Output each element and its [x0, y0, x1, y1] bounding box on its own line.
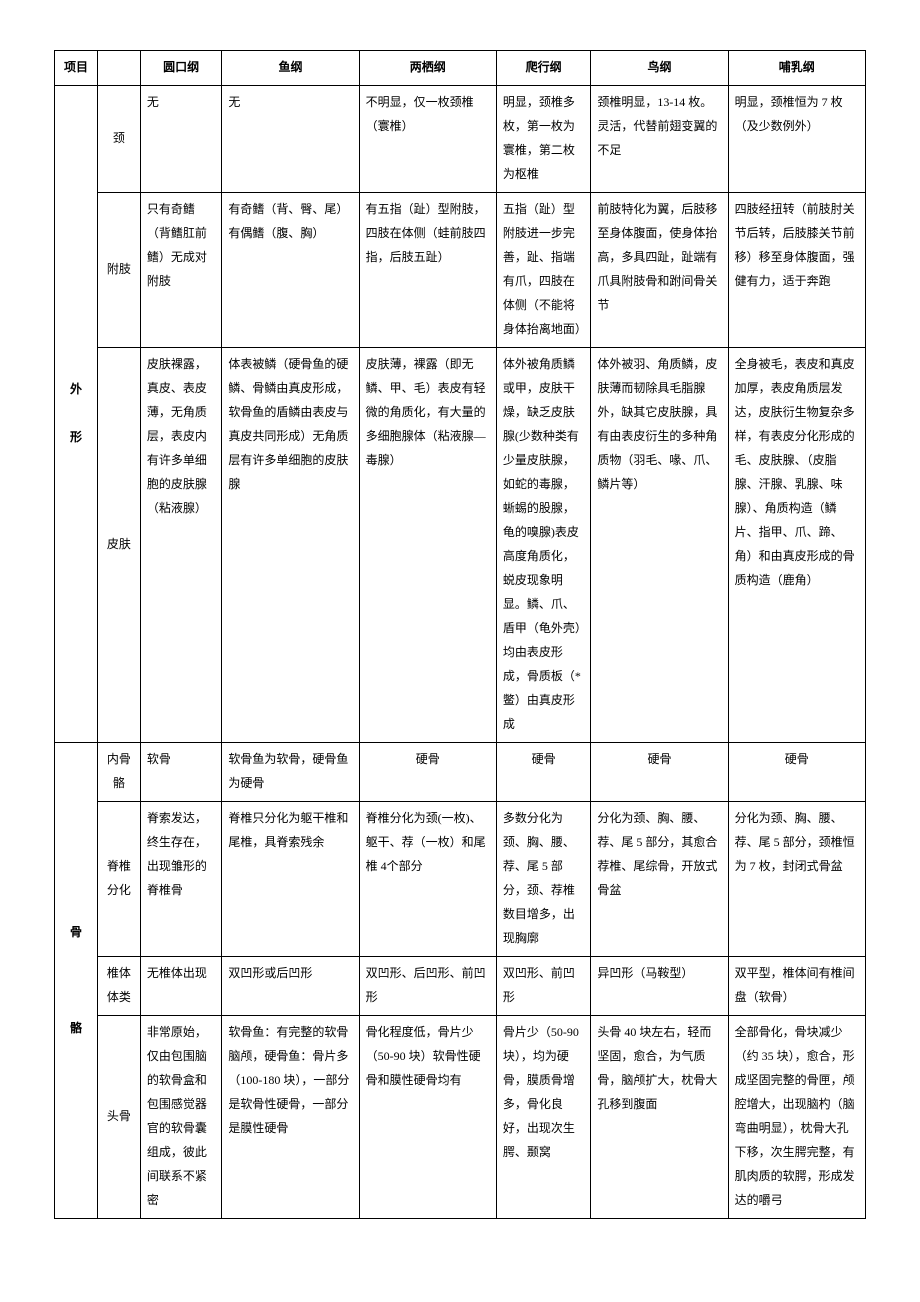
cell-r4-c2: 脊椎分化为颈(一枚)、躯干、荐（一枚）和尾椎 4个部分: [359, 802, 496, 957]
cell-r3-c1: 软骨鱼为软骨，硬骨鱼为硬骨: [222, 743, 359, 802]
cell-r6-c4: 头骨 40 块左右，轻而坚固，愈合，为气质骨，脑颅扩大，枕骨大孔移到腹面: [591, 1016, 728, 1219]
cell-r4-c1: 脊椎只分化为躯干椎和尾椎，具脊索残余: [222, 802, 359, 957]
cell-r5-c2: 双凹形、后凹形、前凹形: [359, 957, 496, 1016]
cell-r3-c4: 硬骨: [591, 743, 728, 802]
sub-3: 内骨骼: [97, 743, 140, 802]
header-col-2: 两栖纲: [359, 51, 496, 86]
cell-r0-c2: 不明显，仅一枚颈椎（寰椎）: [359, 86, 496, 193]
comparison-table: 项目圆口纲鱼纲两栖纲爬行纲鸟纲哺乳纲外形颈无无不明显，仅一枚颈椎（寰椎）明显，颈…: [54, 50, 866, 1219]
cell-r1-c2: 有五指（趾）型附肢，四肢在体侧（蛙前肢四指，后肢五趾）: [359, 193, 496, 348]
cell-r0-c0: 无: [140, 86, 222, 193]
cell-r0-c4: 颈椎明显，13-14 枚。灵活，代替前翅变翼的不足: [591, 86, 728, 193]
cell-r2-c2: 皮肤薄，裸露（即无鳞、甲、毛）表皮有轻微的角质化，有大量的多细胞腺体（粘液腺—毒…: [359, 348, 496, 743]
cell-r6-c5: 全部骨化，骨块减少（约 35 块），愈合，形成坚固完整的骨匣，颅腔增大，出现脑杓…: [728, 1016, 865, 1219]
cell-r0-c3: 明显，颈椎多枚，第一枚为寰椎，第二枚为枢椎: [496, 86, 590, 193]
cell-r5-c5: 双平型，椎体间有椎间盘（软骨）: [728, 957, 865, 1016]
sub-6: 头骨: [97, 1016, 140, 1219]
cell-r1-c4: 前肢特化为翼，后肢移至身体腹面，使身体抬高，多具四趾，趾端有爪具附肢骨和跗间骨关…: [591, 193, 728, 348]
cell-r4-c4: 分化为颈、胸、腰、荐、尾 5 部分，其愈合荐椎、尾综骨，开放式骨盆: [591, 802, 728, 957]
cell-r1-c5: 四肢经扭转（前肢肘关节后转，后肢膝关节前移）移至身体腹面，强健有力，适于奔跑: [728, 193, 865, 348]
cell-r5-c1: 双凹形或后凹形: [222, 957, 359, 1016]
header-col-3: 爬行纲: [496, 51, 590, 86]
cell-r1-c0: 只有奇鳍（背鳍肛前鳍）无成对附肢: [140, 193, 222, 348]
cell-r2-c1: 体表被鳞（硬骨鱼的硬鳞、骨鳞由真皮形成，软骨鱼的盾鳞由表皮与真皮共同形成）无角质…: [222, 348, 359, 743]
cell-r2-c4: 体外被羽、角质鳞，皮肤薄而韧除具毛脂腺外，缺其它皮肤腺，具有由表皮衍生的多种角质…: [591, 348, 728, 743]
cell-r0-c5: 明显，颈椎恒为 7 枚（及少数例外）: [728, 86, 865, 193]
cell-r3-c3: 硬骨: [496, 743, 590, 802]
sub-1: 附肢: [97, 193, 140, 348]
sub-4: 脊椎分化: [97, 802, 140, 957]
sub-0: 颈: [97, 86, 140, 193]
header-col-1: 鱼纲: [222, 51, 359, 86]
cell-r6-c1: 软骨鱼：有完整的软骨脑颅，硬骨鱼：骨片多（100-180 块），一部分是软骨性硬…: [222, 1016, 359, 1219]
cell-r5-c3: 双凹形、前凹形: [496, 957, 590, 1016]
header-project: 项目: [55, 51, 98, 86]
cell-r5-c4: 异凹形（马鞍型）: [591, 957, 728, 1016]
cell-r4-c0: 脊索发达，终生存在，出现雏形的脊椎骨: [140, 802, 222, 957]
cell-r2-c0: 皮肤裸露，真皮、表皮薄，无角质层，表皮内有许多单细胞的皮肤腺（粘液腺）: [140, 348, 222, 743]
header-col-5: 哺乳纲: [728, 51, 865, 86]
cell-r4-c5: 分化为颈、胸、腰、荐、尾 5 部分，颈椎恒为 7 枚，封闭式骨盆: [728, 802, 865, 957]
cell-r6-c2: 骨化程度低，骨片少（50-90 块）软骨性硬骨和膜性硬骨均有: [359, 1016, 496, 1219]
category-0: 外形: [55, 86, 98, 743]
cell-r3-c0: 软骨: [140, 743, 222, 802]
cell-r3-c2: 硬骨: [359, 743, 496, 802]
header-col-0: 圆口纲: [140, 51, 222, 86]
cell-r3-c5: 硬骨: [728, 743, 865, 802]
cell-r6-c3: 骨片少（50-90块），均为硬骨，膜质骨增多，骨化良好，出现次生腭、颞窝: [496, 1016, 590, 1219]
cell-r5-c0: 无椎体出现: [140, 957, 222, 1016]
cell-r1-c3: 五指（趾）型附肢进一步完善，趾、指端有爪，四肢在体侧（不能将身体抬离地面）: [496, 193, 590, 348]
cell-r1-c1: 有奇鳍（背、臀、尾）有偶鳍（腹、胸）: [222, 193, 359, 348]
category-3: 骨骼: [55, 743, 98, 1219]
cell-r2-c5: 全身被毛，表皮和真皮加厚，表皮角质层发达，皮肤衍生物复杂多样，有表皮分化形成的毛…: [728, 348, 865, 743]
header-col-4: 鸟纲: [591, 51, 728, 86]
sub-2: 皮肤: [97, 348, 140, 743]
cell-r2-c3: 体外被角质鳞或甲，皮肤干燥，缺乏皮肤腺(少数种类有少量皮肤腺，如蛇的毒腺，蜥蜴的…: [496, 348, 590, 743]
cell-r4-c3: 多数分化为颈、胸、腰、荐、尾 5 部分，颈、荐椎数目增多，出现胸廓: [496, 802, 590, 957]
cell-r0-c1: 无: [222, 86, 359, 193]
cell-r6-c0: 非常原始，仅由包围脑的软骨盒和包围感觉器官的软骨囊组成，彼此间联系不紧密: [140, 1016, 222, 1219]
header-blank: [97, 51, 140, 86]
sub-5: 椎体体类: [97, 957, 140, 1016]
